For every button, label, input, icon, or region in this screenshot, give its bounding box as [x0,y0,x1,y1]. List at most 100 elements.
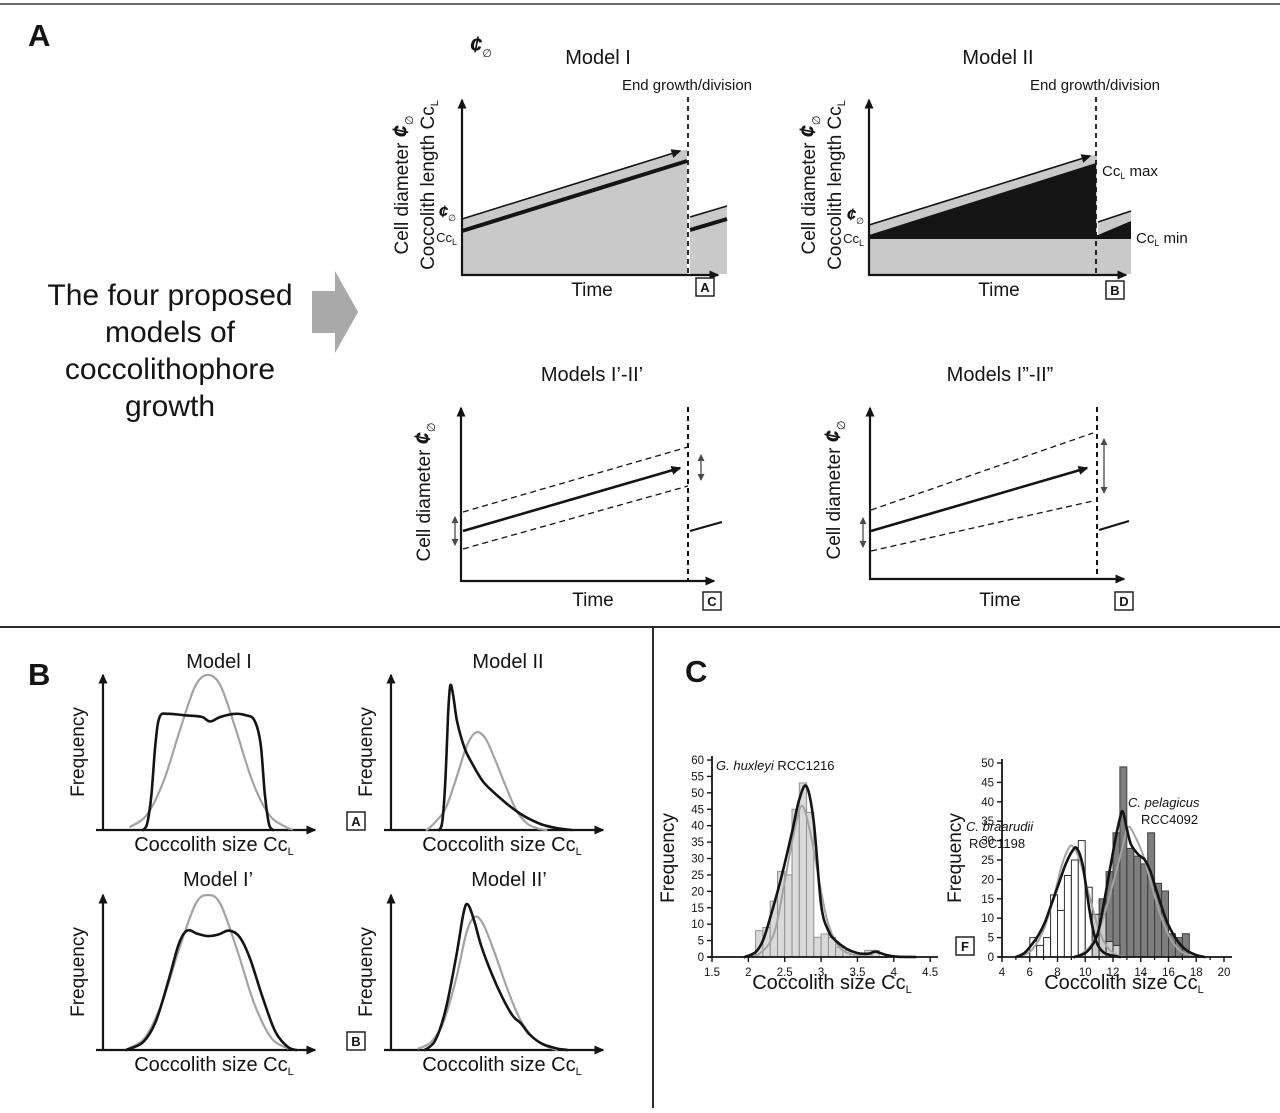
histogram-bar [1119,766,1128,958]
histogram-bar [820,933,829,958]
distribution-curve [743,784,917,959]
histogram-g-huxleyi: 0 5 10 15 20 25 30 35 40 45 50 55 60 1.5 2 2.5 3 3.5 4 4.5 [691,755,939,979]
lower-variance-dashed [870,500,1094,552]
freqplot-model-1-xlabel: Coccolith size CcL [134,834,294,858]
y-tick-label: 10 [691,919,704,931]
mean-growth-line [462,466,682,533]
freqplot-model-2p-title: Model II’ [471,869,547,891]
freqplot-model-2p [384,893,605,1055]
y-tick-label: 0 [698,952,704,964]
models-dprime-xlabel: Time [979,590,1021,611]
models-prime-ylabel: Cell diameter ¢∅ [410,422,438,561]
intro-text: The four proposed models of coccolithoph… [47,279,292,423]
ccl-axis-label: CcL [843,231,864,248]
distribution-curve [438,683,573,832]
y-tick-label: 50 [691,788,704,800]
subfig-box-b [1105,280,1125,300]
distribution-curve [1072,810,1206,959]
y-tick-label: 25 [981,855,994,867]
post-division-cell-line [689,205,728,218]
freqplot-model-2p-ylabel: Frequency [356,927,377,1017]
diagram-model-2: Model II End growth/division CcL max CcL… [795,47,1188,301]
subfig-box-f [955,936,975,956]
y-tick-label: 25 [691,870,704,882]
models-prime-title: Models I’-II’ [541,364,643,386]
block-arrow-right-icon [312,271,358,353]
freqplot-model-2p-xlabel: Coccolith size CcL [422,1054,582,1078]
model-1-title: Model I [565,47,631,69]
subfig-box-c-label: C [707,594,717,609]
subfig-box-d [1114,591,1134,611]
models-dprime-ylabel: Cell diameter ¢∅ [820,420,848,559]
y-tick-label: 40 [981,797,994,809]
x-tick-label: 2 [745,967,751,979]
subfig-box-b2 [346,1031,366,1051]
y-tick-label: 0 [988,952,994,964]
mean-growth-line [870,466,1089,533]
model-1-ylabel-cell-diameter: Cell diameter ¢∅ [388,115,416,254]
y-tick-label: 5 [698,936,704,948]
histogram-braarudii-pelagicus: 0 5 10 15 20 25 30 35 40 45 50 4 6 8 10 12 14 16 18 20 [981,758,1232,979]
y-tick-label: 45 [691,804,704,816]
y-tick-label: 20 [981,874,994,886]
freqplot-model-2 [384,673,605,835]
huxleyi-ylabel: Frequency [658,813,679,903]
y-tick-label: 5 [988,933,994,945]
distribution-curve [127,893,289,1050]
ccl-min-label: CcL min [1136,230,1188,248]
ccl-max-label: CcL max [1102,163,1158,181]
freqplot-model-2-title: Model II [472,651,543,673]
x-tick-label: 2.5 [777,967,793,979]
histogram-bar [1070,859,1079,958]
subfig-box-a-label: A [700,280,710,295]
huxleyi-xlabel: Coccolith size CcL [752,972,912,996]
x-tick-label: 3.5 [849,967,865,979]
post-division-black-wedge [1098,221,1131,235]
distribution-curve [129,673,294,831]
x-tick-label: 10 [1079,967,1092,979]
pelagicus-label-species: C. pelagicus [1128,795,1200,810]
post-division-cell-line [1097,210,1132,223]
subfig-box-f-label: F [961,939,969,954]
y-tick-label: 55 [691,771,704,783]
x-tick-label: 18 [1190,967,1203,979]
diagram-model-1: ¢∅ Model I End growth/division ¢∅ CcL Ce… [388,32,752,301]
model-2-ylabel-coccolith-length: Coccolith length CcL [825,100,848,270]
huxleyi-title: G. huxleyi RCC1216 [716,758,835,773]
histogram-bar [813,936,822,958]
distribution-curve [1014,846,1122,959]
x-tick-label: 1.5 [704,967,720,979]
freqplot-model-2-ylabel: Frequency [356,707,377,797]
subfig-box-a2-label: A [351,814,361,829]
model-2-end-label: End growth/division [1030,77,1160,94]
histogram-bar [1063,875,1072,958]
histogram-bar [1126,847,1135,958]
y-tick-label: 30 [691,854,704,866]
x-tick-label: 4 [891,967,898,979]
phi-axis-label: ¢∅ [847,205,864,226]
y-tick-label: 20 [691,886,704,898]
coccolith-length-line [461,159,688,233]
pelagicus-label-strain: RCC4092 [1141,812,1198,827]
model-1-end-label: End growth/division [622,77,752,94]
model-2-title: Model II [962,47,1033,69]
histogram-bar [1057,909,1065,958]
subfig-box-d-label: D [1119,594,1128,609]
model-2-ylabel-cell-diameter: Cell diameter ¢∅ [795,115,823,254]
x-tick-label: 20 [1218,967,1231,979]
panel-b-label: B [28,657,50,692]
diagram-models-double-prime: Models I”-II” Cell diameter ¢∅ Time D [820,364,1134,611]
x-tick-label: 4 [999,967,1006,979]
y-tick-label: 15 [981,894,994,906]
pelagicus-ylabel: Frequency [945,813,966,903]
x-tick-label: 6 [1027,967,1033,979]
panel-a-label: A [28,18,50,53]
y-tick-label: 35 [981,816,994,828]
subfig-box-c [702,591,722,611]
intro-line-2: models of [105,316,236,349]
phi-symbol-top: ¢∅ [470,32,492,60]
upper-variance-dashed [462,446,689,513]
braarudii-label-strain: RCC1198 [969,836,1025,851]
freqplot-model-1p-title: Model I’ [183,869,253,891]
